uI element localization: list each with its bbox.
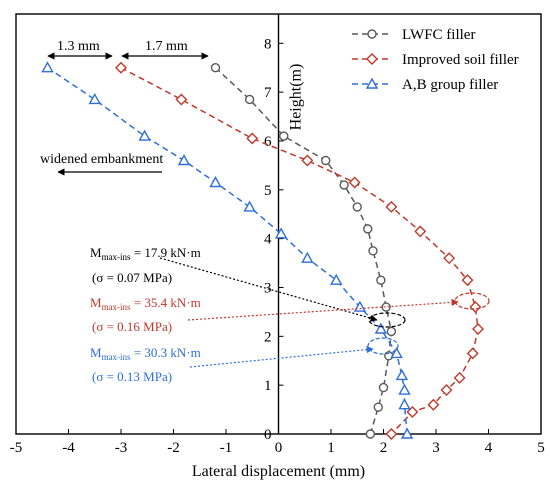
x-tick-label: -5	[10, 440, 23, 456]
data-point	[353, 300, 367, 312]
legend-marker	[367, 29, 377, 39]
legend-label: A,B group filler	[402, 77, 498, 93]
x-tick-label: 4	[485, 440, 493, 456]
data-point	[440, 384, 453, 397]
series-line	[47, 67, 408, 435]
series-1	[115, 61, 484, 440]
data-point	[386, 326, 397, 337]
stress-black-label: (σ = 0.07 MPa)	[92, 270, 172, 285]
stress-blue-label: (σ = 0.13 MPa)	[92, 369, 172, 384]
data-point	[385, 200, 398, 213]
moment-red-leader	[187, 298, 459, 321]
y-tick-label: 5	[264, 183, 272, 199]
data-point	[301, 251, 314, 263]
data-point	[400, 427, 414, 439]
data-point	[274, 227, 288, 239]
moment-red-highlight	[454, 292, 490, 310]
data-point	[244, 94, 255, 105]
data-point	[365, 429, 376, 439]
data-point	[395, 368, 409, 381]
data-point	[177, 154, 191, 166]
data-point	[209, 176, 222, 188]
x-tick-label: -2	[167, 440, 180, 456]
x-tick-label: -4	[62, 440, 75, 456]
dim-left-label: 1.3 mm	[57, 39, 100, 54]
data-point	[368, 246, 378, 256]
x-tick-label: -3	[115, 440, 128, 456]
dim-right-label: 1.7 mm	[145, 39, 188, 54]
data-point	[398, 398, 411, 410]
y-tick-label: 7	[264, 85, 272, 101]
data-point	[398, 383, 411, 395]
y-tick-label: 8	[264, 36, 272, 52]
data-point	[279, 131, 289, 141]
data-point	[406, 406, 419, 419]
moment-blue-highlight	[367, 337, 399, 355]
y-tick-label: 4	[264, 232, 272, 248]
x-tick-label: 0	[275, 440, 283, 456]
data-point	[243, 200, 256, 212]
legend-label: LWFC filler	[402, 27, 475, 43]
data-point	[427, 398, 440, 411]
x-axis-title: Lateral displacement (mm)	[192, 463, 365, 480]
data-point	[41, 61, 54, 73]
data-point	[443, 252, 456, 265]
annotations: 1.3 mm 1.7 mm widened embankment Mmax-in…	[40, 39, 490, 384]
y-tick-label: 0	[264, 427, 272, 443]
data-point	[373, 402, 383, 412]
data-point	[381, 302, 391, 312]
data-point	[472, 323, 484, 335]
moment-red-label: Mmax-ins = 35.4 kN·m	[90, 295, 201, 312]
data-point	[210, 63, 221, 73]
x-tick-label: 2	[380, 440, 388, 456]
data-point	[466, 347, 479, 360]
series-line	[214, 67, 393, 435]
data-point	[175, 93, 188, 106]
y-tick-label: 3	[264, 280, 272, 296]
data-point	[363, 224, 373, 234]
data-point	[469, 301, 482, 314]
moment-black-label: Mmax-ins = 17.9 kN·m	[90, 245, 201, 262]
x-tick-label: 1	[327, 440, 335, 456]
data-point	[88, 93, 101, 105]
direction-label: widened embankment	[40, 152, 163, 167]
y-tick-label: 2	[264, 329, 272, 345]
data-point	[390, 346, 403, 359]
data-point	[374, 322, 388, 334]
moment-blue-label: Mmax-ins = 30.3 kN·m	[90, 345, 201, 362]
data-point	[453, 371, 466, 384]
data-point	[138, 129, 151, 141]
data-point	[321, 155, 331, 166]
data-point	[378, 382, 389, 393]
moment-black-highlight	[368, 312, 406, 328]
series-2	[41, 61, 414, 439]
y-tick-label: 6	[264, 134, 272, 150]
data-point	[246, 132, 259, 145]
x-tick-label: -1	[220, 440, 233, 456]
data-point	[330, 273, 343, 285]
x-tick-label: 3	[432, 440, 440, 456]
data-point	[301, 154, 314, 167]
stress-red-label: (σ = 0.16 MPa)	[92, 319, 172, 334]
axes: -5 -4 -3 -2 -1 0 1 2 3 4 5 0 1 2 3 4 5 6 7 8 Lateral displac…	[10, 13, 545, 480]
data-point	[461, 274, 474, 287]
data-point	[348, 176, 361, 189]
series-layer	[41, 61, 484, 440]
legend-label: Improved soil filler	[402, 52, 519, 68]
y-tick-label: 1	[264, 378, 272, 394]
moment-blue-leader	[189, 346, 374, 368]
legend-marker	[366, 53, 378, 65]
y-axis-title: Height(m)	[288, 64, 305, 131]
data-point	[376, 275, 386, 285]
data-point	[115, 61, 127, 74]
legend: LWFC filler Improved soil filler A,B group…	[352, 27, 519, 93]
data-point	[385, 428, 398, 440]
data-point	[352, 202, 362, 212]
legend-marker	[365, 77, 379, 89]
data-point	[414, 225, 427, 238]
x-tick-label: 5	[537, 440, 545, 456]
data-point	[339, 180, 349, 190]
